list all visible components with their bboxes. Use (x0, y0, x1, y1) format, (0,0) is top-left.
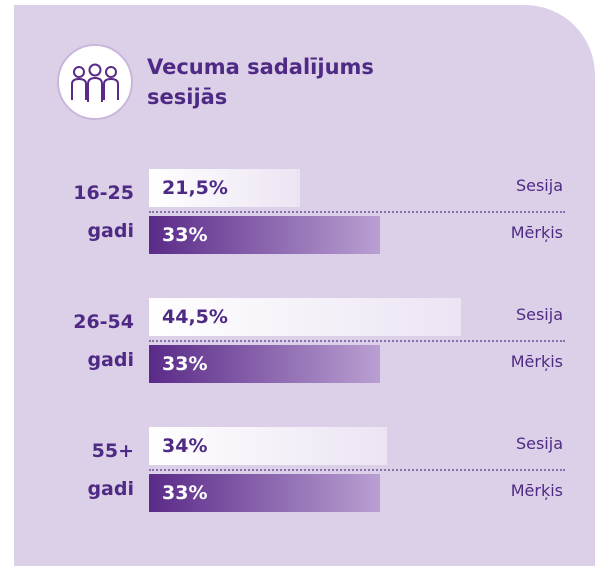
series-label: Sesija (515, 176, 563, 195)
divider (149, 469, 565, 471)
series-label: Mērķis (510, 481, 563, 500)
series-label: Mērķis (510, 223, 563, 242)
category-label: 16-25 gadi (73, 182, 134, 242)
bar (149, 474, 380, 512)
category-label: 55+ gadi (87, 440, 134, 500)
series-label: Sesija (515, 305, 563, 324)
value-label: 21,5% (162, 177, 228, 199)
bar (149, 345, 380, 383)
series-label: Sesija (515, 434, 563, 453)
divider (149, 340, 565, 342)
bar (149, 298, 461, 336)
series-label: Mērķis (510, 352, 563, 371)
bar (149, 216, 380, 254)
value-label: 33% (162, 224, 208, 246)
divider (149, 211, 565, 213)
value-label: 33% (162, 482, 208, 504)
value-label: 44,5% (162, 306, 228, 328)
chart-title: Vecuma sadalījums sesijās (147, 55, 374, 109)
icon (57, 44, 133, 120)
category-label: 26-54 gadi (73, 311, 134, 371)
value-label: 33% (162, 353, 208, 375)
bar (149, 427, 387, 465)
bar (149, 169, 300, 207)
value-label: 34% (162, 435, 208, 457)
